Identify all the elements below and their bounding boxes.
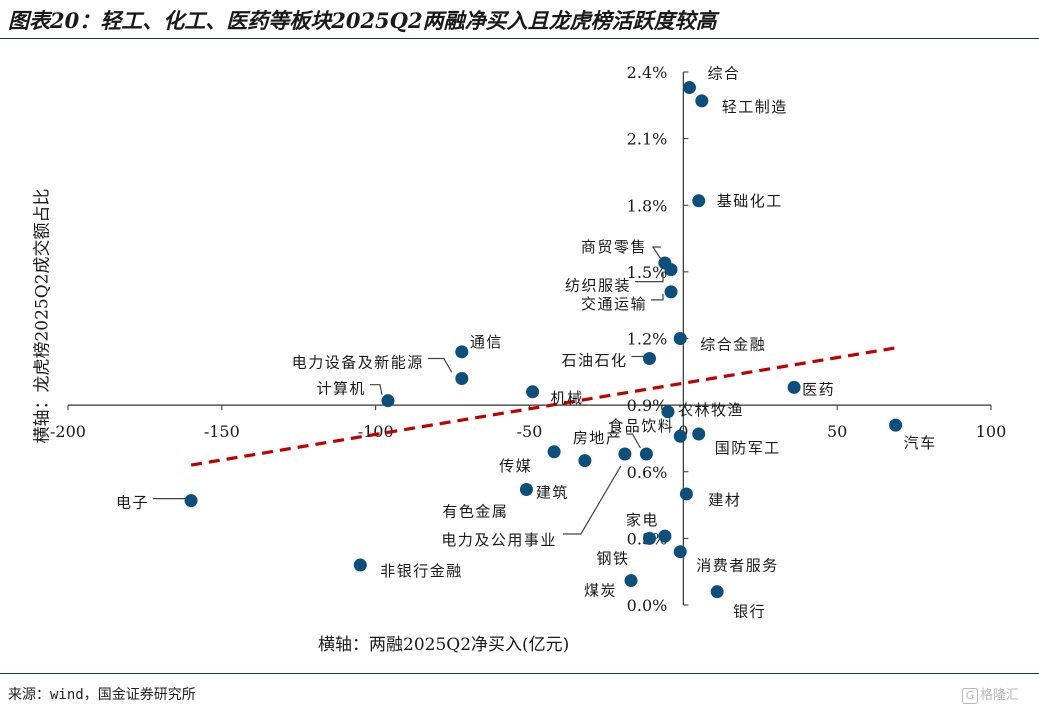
logo-icon: G — [962, 688, 978, 704]
y-tick-label: 0.9% — [627, 396, 668, 415]
y-tick-label: 1.2% — [627, 330, 668, 349]
data-point — [692, 427, 706, 441]
y-tick-label: 1.5% — [627, 263, 668, 282]
point-label: 计算机 — [316, 380, 366, 398]
data-point — [519, 483, 533, 497]
leader-line — [651, 293, 664, 301]
logo-text: 格隆汇 — [980, 688, 1020, 703]
leader-line — [635, 271, 664, 283]
y-tick-label: 0.0% — [627, 596, 668, 615]
data-point — [673, 429, 687, 443]
source-note: 来源：wind，国金证券研究所 — [8, 687, 196, 703]
data-point — [381, 394, 395, 408]
point-label: 煤炭 — [584, 582, 617, 600]
data-point — [664, 263, 678, 277]
point-label: 消费者服务 — [696, 557, 779, 575]
scatter-chart: -200-150-100-500501000.0%0.3%0.6%0.9%1.2… — [50, 63, 1007, 621]
y-tick-label: 2.1% — [627, 130, 668, 149]
point-label: 轻工制造 — [722, 98, 788, 116]
data-point — [710, 585, 724, 599]
watermark-logo: G 格隆汇 — [962, 684, 1019, 704]
point-label: 通信 — [470, 333, 503, 351]
point-label: 机械 — [551, 389, 584, 407]
point-label: 电力设备及新能源 — [292, 353, 424, 371]
leader-line — [427, 357, 453, 373]
point-label: 非银行金融 — [380, 562, 463, 580]
chart-title: 图表20：轻工、化工、医药等板块2025Q2两融净买入且龙虎榜活跃度较高 — [8, 8, 717, 33]
point-label: 综合金融 — [700, 336, 766, 354]
x-tick-label: -100 — [358, 422, 394, 441]
leader-line — [626, 433, 641, 449]
point-label: 电力及公用事业 — [441, 531, 557, 549]
data-point — [642, 351, 656, 365]
point-label: 农林牧渔 — [678, 401, 744, 419]
x-tick-label: 50 — [827, 422, 847, 441]
data-point — [455, 345, 469, 359]
data-point — [526, 385, 540, 399]
data-point — [664, 285, 678, 299]
data-point — [695, 94, 709, 108]
point-label: 银行 — [733, 603, 766, 621]
point-label: 传媒 — [499, 457, 532, 475]
data-point — [547, 445, 561, 459]
point-label: 家电 — [626, 511, 659, 529]
data-point — [692, 194, 706, 208]
data-point — [639, 447, 653, 461]
point-label: 建材 — [708, 491, 741, 509]
point-label: 食品饮料 — [608, 417, 674, 435]
data-point — [673, 545, 687, 559]
y-tick-label: 0.6% — [627, 463, 668, 482]
leader-line — [651, 246, 662, 260]
data-point — [682, 81, 696, 95]
x-axis-label: 横轴：两融2025Q2净买入(亿元) — [318, 635, 570, 655]
data-point — [184, 494, 198, 508]
point-label: 商贸零售 — [581, 238, 647, 256]
point-label: 建筑 — [536, 484, 569, 502]
data-point — [618, 447, 632, 461]
data-point — [658, 529, 672, 543]
data-point — [679, 487, 693, 501]
point-label: 基础化工 — [717, 192, 783, 210]
title-divider — [0, 38, 1039, 39]
data-point — [787, 380, 801, 394]
x-tick-label: 100 — [976, 422, 1007, 441]
y-axis-label: 横轴：龙虎榜2025Q2成交额占比 — [32, 188, 53, 444]
trendline — [190, 345, 899, 467]
y-tick-label: 1.8% — [627, 196, 668, 215]
data-point — [624, 574, 638, 588]
point-label: 综合 — [707, 65, 740, 83]
point-label: 有色金属 — [442, 503, 508, 521]
leader-line — [562, 465, 622, 535]
x-tick-label: -150 — [204, 422, 240, 441]
footer-divider — [0, 673, 1039, 674]
point-label: 汽车 — [904, 434, 937, 452]
point-label: 交通运输 — [581, 295, 647, 313]
trendline-layer — [190, 345, 899, 467]
leader-line — [369, 384, 383, 395]
point-label: 钢铁 — [596, 549, 629, 567]
data-point — [455, 371, 469, 385]
y-tick-label: 2.4% — [627, 63, 668, 82]
point-label: 房地产 — [573, 429, 623, 447]
point-label: 国防军工 — [715, 439, 781, 457]
data-point — [642, 531, 656, 545]
point-label: 医药 — [802, 380, 835, 398]
point-label: 石油石化 — [561, 351, 627, 369]
data-point — [578, 454, 592, 468]
data-point — [353, 558, 367, 572]
data-point — [889, 418, 903, 432]
point-label: 纺织服装 — [565, 277, 631, 295]
x-tick-label: -50 — [517, 422, 543, 441]
data-point — [673, 332, 687, 345]
point-label: 电子 — [116, 494, 149, 512]
data-point — [661, 405, 675, 419]
x-tick-label: -200 — [50, 422, 86, 441]
